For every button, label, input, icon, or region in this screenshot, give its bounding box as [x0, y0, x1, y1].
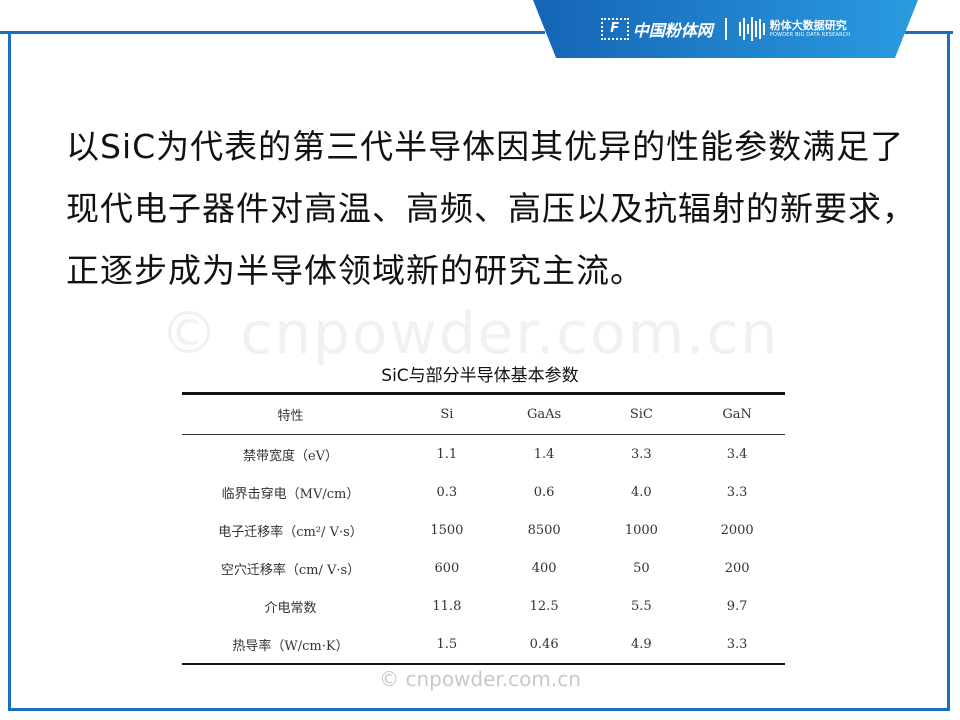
value-cell: 200 [724, 560, 750, 576]
slide-frame [8, 33, 950, 711]
value-cell: 4.0 [631, 484, 652, 500]
table-row: 介电常数 11.8 12.5 5.5 9.7 [182, 587, 785, 625]
header-cell: GaAs [527, 407, 562, 422]
value-cell: 8500 [527, 522, 561, 538]
cnpowder-logo: F 中国粉体网 [600, 17, 713, 41]
value-cell: 1500 [430, 522, 464, 538]
value-cell: 1.4 [533, 446, 555, 462]
logo-separator [724, 18, 727, 40]
value-cell: 50 [633, 560, 650, 576]
header-cell: Si [440, 407, 454, 422]
property-cell: 临界击穿电（MV/cm） [221, 486, 360, 502]
table-row: 临界击穿电（MV/cm） 0.3 0.6 4.0 3.3 [182, 473, 785, 511]
property-cell: 电子迁移率（cm²/ V·s） [218, 524, 363, 540]
value-cell: 1.1 [436, 446, 458, 462]
value-cell: 0.6 [533, 484, 555, 500]
table-row: 禁带宽度（eV） 1.1 1.4 3.3 3.4 [182, 435, 785, 474]
table-header-row: 特性 Si GaAs SiC GaN [182, 393, 785, 435]
value-cell: 9.7 [726, 598, 748, 614]
property-cell: 热导率（W/cm·K） [232, 638, 349, 654]
property-cell: 空穴迁移率（cm/ V·s） [220, 562, 361, 578]
table-row: 空穴迁移率（cm/ V·s） 600 400 50 200 [182, 549, 785, 587]
intro-paragraph: 以SiC为代表的第三代半导体因其优异的性能参数满足了现代电子器件对高温、高频、高… [66, 127, 916, 290]
bars-icon [738, 17, 765, 41]
frame-top-right [905, 31, 953, 34]
table-row: 热导率（W/cm·K） 1.5 0.46 4.9 3.3 [182, 625, 785, 664]
footer-watermark: © cnpowder.com.cn [379, 667, 581, 691]
header-cell: GaN [722, 407, 752, 422]
header-cell: SiC [629, 407, 653, 422]
watermark: © cnpowder.com.cn [160, 299, 780, 367]
value-cell: 2000 [720, 522, 754, 538]
value-cell: 3.3 [726, 484, 748, 500]
logo-mark-icon: F [600, 18, 629, 40]
powder-big-data-logo: 粉体大数据研究 POWDER BIG DATA RESEARCH [738, 17, 851, 41]
table-row: 电子迁移率（cm²/ V·s） 1500 8500 1000 2000 [182, 511, 785, 549]
params-table: 特性 Si GaAs SiC GaN 禁带宽度（eV） 1.1 1.4 3.3 3.4 临… [182, 392, 785, 665]
value-cell: 3.4 [726, 446, 748, 462]
frame-top-left [0, 31, 545, 34]
value-cell: 3.3 [726, 636, 748, 652]
header-banner: F 中国粉体网 粉体大数据研究 POWDER BIG DATA RESEARCH [533, 0, 918, 58]
value-cell: 0.46 [529, 636, 559, 652]
value-cell: 5.5 [631, 598, 652, 614]
value-cell: 0.3 [436, 484, 458, 500]
property-cell: 禁带宽度（eV） [242, 448, 339, 464]
value-cell: 400 [531, 560, 557, 576]
logo-main-text: 中国粉体网 [632, 21, 713, 40]
value-cell: 1.5 [436, 636, 458, 652]
logo-secondary-sub: POWDER BIG DATA RESEARCH [769, 32, 851, 38]
value-cell: 11.8 [432, 598, 462, 614]
value-cell: 600 [434, 560, 460, 576]
property-cell: 介电常数 [264, 600, 317, 616]
value-cell: 3.3 [631, 446, 652, 462]
value-cell: 1000 [624, 522, 658, 538]
table-caption: SiC与部分半导体基本参数 [381, 366, 579, 386]
header-cell: 特性 [277, 409, 304, 424]
value-cell: 12.5 [529, 598, 559, 614]
logo-secondary-text: 粉体大数据研究 [769, 19, 847, 32]
value-cell: 4.9 [631, 636, 652, 652]
